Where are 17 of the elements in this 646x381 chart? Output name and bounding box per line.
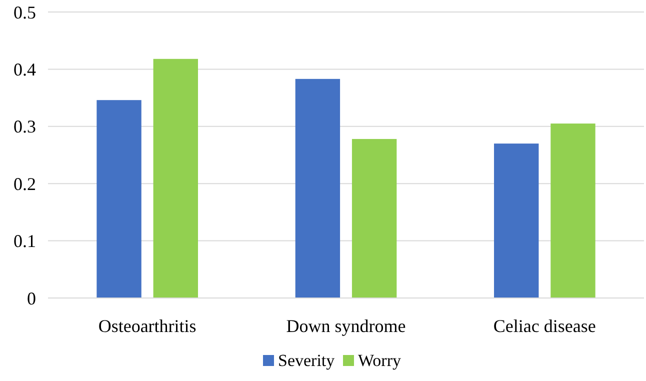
bar xyxy=(295,78,340,298)
x-tick-label: Down syndrome xyxy=(286,316,406,336)
y-tick-label: 0.1 xyxy=(14,231,36,252)
bar xyxy=(494,144,539,298)
bar xyxy=(96,100,142,298)
y-tick-label: 0 xyxy=(27,288,36,308)
bar xyxy=(153,58,198,298)
y-tick-label: 0.3 xyxy=(14,116,36,137)
legend-label: Worry xyxy=(358,351,402,370)
bar xyxy=(550,124,596,298)
bar xyxy=(352,138,397,298)
legend-label: Severity xyxy=(278,351,336,370)
y-tick-label: 0.5 xyxy=(14,2,36,22)
x-tick-label: Osteoarthritis xyxy=(98,316,196,336)
y-tick-label: 0.4 xyxy=(14,60,36,80)
x-tick-label: Celiac disease xyxy=(493,316,596,336)
y-tick-label: 0.2 xyxy=(14,174,36,194)
